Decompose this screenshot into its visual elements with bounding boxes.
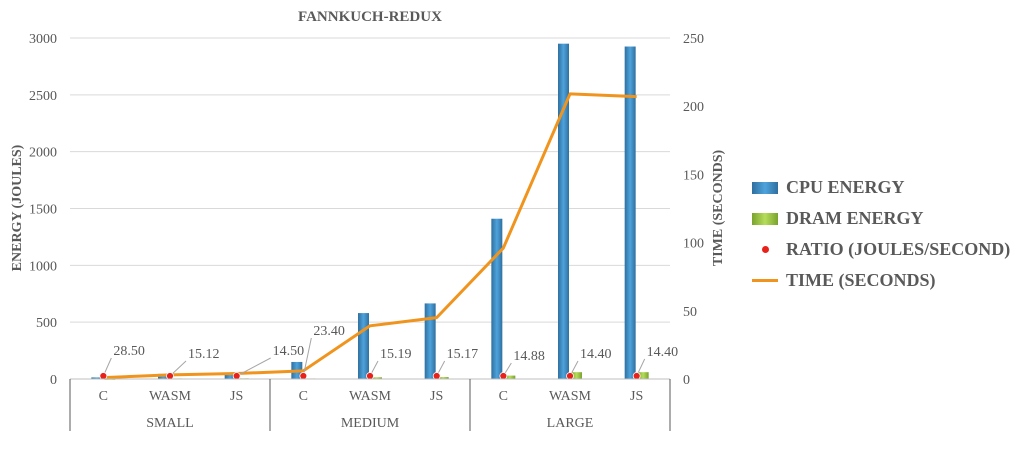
data-label-ratio: 14.88	[513, 349, 545, 364]
x-tick-label: C	[499, 389, 508, 404]
x-tick-label: WASM	[149, 389, 192, 404]
legend-marker-ratio	[761, 246, 769, 253]
data-label-ratio: 14.50	[273, 344, 305, 359]
data-label-ratio: 23.40	[313, 324, 345, 339]
legend-item-ratio[interactable]: RATIO (JOULES/SECOND)	[752, 234, 1010, 265]
point-ratio	[566, 372, 574, 380]
bar-cpu-energy	[358, 313, 369, 379]
x-group-label: MEDIUM	[341, 416, 400, 431]
point-ratio	[366, 372, 374, 380]
bar-dram-energy	[571, 372, 582, 379]
point-ratio	[432, 372, 441, 380]
data-label-ratio: 15.12	[188, 347, 220, 362]
bar-cpu-energy	[224, 373, 236, 379]
y-tick-label: 1500	[29, 203, 57, 218]
bar-dram-energy	[504, 375, 516, 379]
y2-tick-label: 250	[683, 32, 704, 47]
data-label-ratio: 28.50	[113, 344, 145, 359]
y2-tick-label: 100	[683, 237, 704, 252]
x-tick-label: JS	[430, 389, 443, 404]
y2-axis-label: TIME (SECONDS)	[711, 150, 726, 267]
legend-swatch-dram-energy	[752, 212, 778, 225]
line-time	[103, 92, 637, 380]
bar-cpu-energy	[424, 303, 436, 379]
y-tick-label: 3000	[29, 32, 57, 47]
y-tick-label: 2000	[29, 146, 57, 161]
y-axis-label: ENERGY (JOULES)	[10, 144, 25, 271]
bar-cpu-energy	[558, 43, 569, 379]
y2-tick-label: 150	[683, 168, 704, 183]
y2-tick-label: 0	[683, 373, 690, 388]
data-label-ratio: 15.19	[380, 347, 412, 362]
legend-item-cpu-energy[interactable]: CPU ENERGY	[752, 172, 1010, 203]
y2-tick-label: 50	[683, 305, 697, 320]
x-tick-label: JS	[230, 389, 243, 404]
bar-dram-energy	[437, 377, 449, 379]
data-label-ratio: 14.40	[647, 345, 679, 360]
x-tick-label: C	[99, 389, 108, 404]
bar-cpu-energy	[624, 46, 636, 380]
bar-dram-energy	[637, 372, 649, 379]
x-group-label: SMALL	[146, 416, 193, 431]
point-ratio	[499, 372, 508, 380]
legend-item-dram-energy[interactable]: DRAM ENERGY	[752, 203, 1010, 234]
x-tick-label: JS	[630, 389, 643, 404]
x-group-label: LARGE	[547, 416, 594, 431]
y-tick-label: 2500	[29, 89, 57, 104]
bar-dram-energy	[371, 377, 382, 379]
y-tick-label: 0	[50, 373, 57, 388]
y-tick-label: 1000	[29, 259, 57, 274]
data-label-ratio: 15.17	[447, 347, 479, 362]
point-ratio	[299, 372, 308, 380]
legend: CPU ENERGY DRAM ENERGY RATIO (JOULES/SEC…	[752, 172, 1010, 296]
y-tick-label: 500	[36, 316, 57, 331]
x-tick-label: WASM	[549, 389, 592, 404]
legend-label-dram-energy: DRAM ENERGY	[786, 208, 924, 228]
legend-item-time[interactable]: TIME (SECONDS)	[752, 265, 1010, 296]
data-label-ratio: 14.40	[580, 347, 612, 362]
chart-title: FANNKUCH-REDUX	[298, 9, 442, 25]
bar-cpu-energy	[491, 218, 503, 379]
x-tick-label: C	[299, 389, 308, 404]
point-ratio	[166, 372, 174, 380]
point-ratio	[232, 372, 241, 380]
point-ratio	[632, 372, 641, 380]
y2-tick-label: 200	[683, 100, 704, 115]
legend-label-ratio: RATIO (JOULES/SECOND)	[786, 239, 1011, 259]
bar-cpu-energy	[91, 377, 103, 379]
data-label-leader	[236, 357, 271, 377]
legend-swatch-cpu-energy	[752, 181, 778, 194]
legend-label-cpu-energy: CPU ENERGY	[786, 177, 905, 197]
point-ratio	[99, 372, 108, 380]
x-tick-label: WASM	[349, 389, 392, 404]
legend-line-time	[752, 279, 778, 282]
legend-label-time: TIME (SECONDS)	[786, 270, 936, 290]
data-label-leader	[302, 337, 312, 377]
